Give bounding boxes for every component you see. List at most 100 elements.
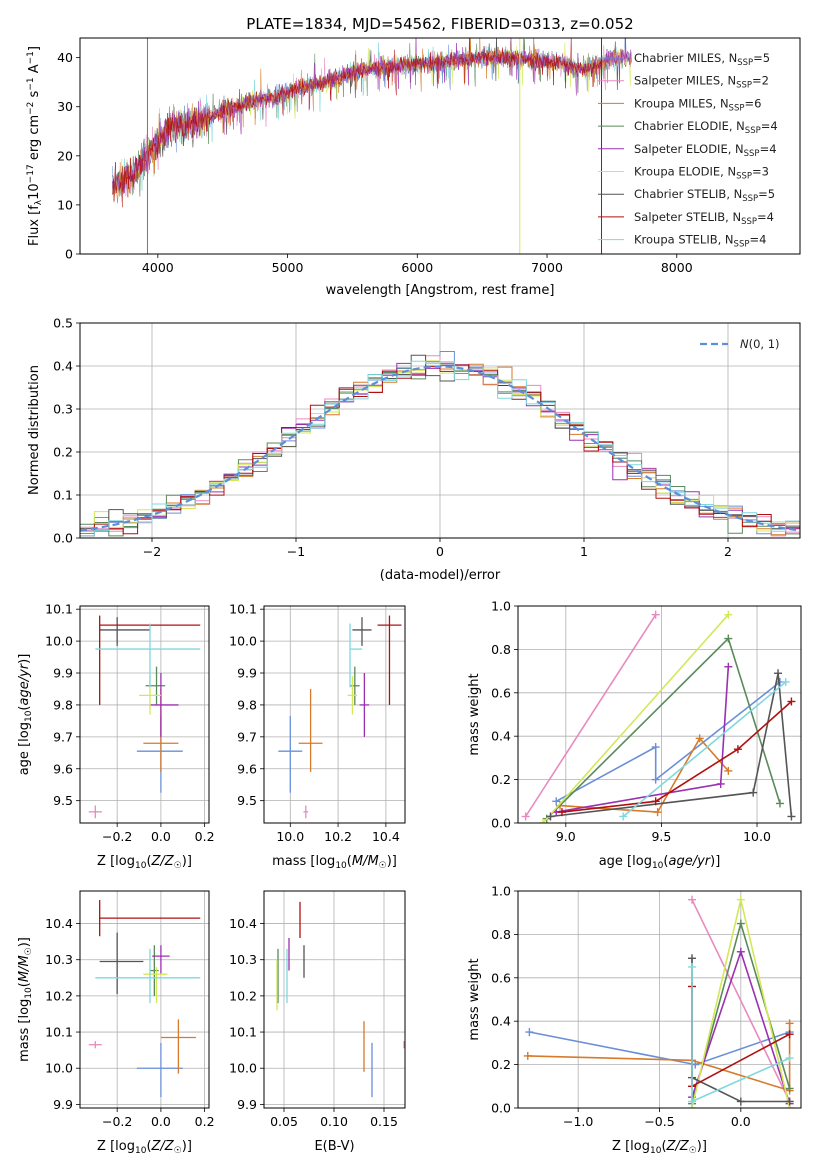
y-tick-label: 20 xyxy=(57,148,73,163)
residual-hist-frame xyxy=(79,322,801,539)
x-tick-label: 10.4 xyxy=(372,829,400,844)
y-tick-label: 9.9 xyxy=(53,1097,73,1112)
x-tick-label: 0.0 xyxy=(151,1114,171,1129)
y-tick-label: 9.9 xyxy=(237,1097,257,1112)
y-tick-label: 10.1 xyxy=(229,1025,257,1040)
y-tick-label: 0.6 xyxy=(491,970,511,985)
errorbar-point xyxy=(303,805,309,819)
y-tick-label: 40 xyxy=(57,50,73,65)
errorbar-point xyxy=(152,945,170,975)
y-tick-label: 9.6 xyxy=(53,761,73,776)
mass-weight-marker xyxy=(785,1054,794,1063)
y-tick-label: 0.3 xyxy=(53,402,73,417)
errorbar-point xyxy=(95,623,201,688)
y-tick-label: 9.9 xyxy=(237,666,257,681)
mass-vs-z-grid xyxy=(80,891,209,1108)
mass-vs-z-axes: −0.2 0.0 0.2 9.9 10.0 10.1 10.2 10.3 10.4 xyxy=(45,891,215,1129)
mass-weight-marker xyxy=(651,743,660,752)
errorbar-point xyxy=(350,666,360,705)
weight-vs-age-frame xyxy=(517,605,802,824)
errorbar-point xyxy=(352,617,372,646)
x-tick-label: 0.2 xyxy=(195,1114,215,1129)
y-tick-label: 0.8 xyxy=(491,927,511,942)
y-tick-label: 0.4 xyxy=(491,1014,511,1029)
x-axis-label: E(B-V) xyxy=(314,1139,354,1154)
y-tick-label: 0.2 xyxy=(53,445,73,460)
y-tick-label: 9.8 xyxy=(237,697,257,712)
mass-vs-z-frame xyxy=(79,890,210,1109)
mass-weight-marker xyxy=(716,779,725,788)
y-tick-label: 0.4 xyxy=(53,359,73,374)
x-tick-label: 10.0 xyxy=(276,829,304,844)
x-tick-label: −2 xyxy=(143,544,161,559)
x-tick-label: 10.2 xyxy=(324,829,352,844)
x-axis-label: Z [log10(Z/Z☉)] xyxy=(97,854,192,871)
x-tick-label: 0.15 xyxy=(370,1114,398,1129)
mass-weight-series-line xyxy=(555,681,781,803)
y-tick-label: 9.8 xyxy=(53,697,73,712)
errorbar-point xyxy=(298,688,323,772)
mass-weight-marker xyxy=(736,919,745,928)
mass-weight-series-line xyxy=(622,681,787,818)
mass-weight-series-line xyxy=(556,666,730,813)
x-tick-label: −0.2 xyxy=(102,1114,132,1129)
y-tick-label: 0.5 xyxy=(53,316,73,331)
mass-weight-marker xyxy=(688,1097,697,1106)
errorbar-point xyxy=(88,1041,102,1049)
y-tick-label: 0 xyxy=(65,247,73,262)
errorbar-point xyxy=(349,623,362,688)
errorbar-point xyxy=(149,945,159,996)
legend-label: Salpeter STELIB, NSSP=4 xyxy=(634,210,774,227)
errorbar-point xyxy=(95,948,201,1004)
legend-label: Kroupa ELODIE, NSSP=3 xyxy=(634,165,769,182)
x-tick-label: 4000 xyxy=(142,260,174,275)
y-axis-label: mass weight xyxy=(467,958,482,1040)
x-tick-label: 9.0 xyxy=(556,829,576,844)
legend-label: Salpeter MILES, NSSP=2 xyxy=(634,74,769,91)
weight-vs-z-axes: −1.0 −0.5 0.0 0.0 0.2 0.4 0.6 0.8 1.0 xyxy=(491,884,801,1129)
y-tick-label: 10.1 xyxy=(45,1025,73,1040)
x-tick-label: 5000 xyxy=(272,260,304,275)
mass-weight-marker xyxy=(525,1028,534,1037)
y-tick-label: 10.2 xyxy=(229,988,257,1003)
legend-label: Chabrier ELODIE, NSSP=4 xyxy=(634,119,778,136)
y-tick-label: 9.7 xyxy=(53,729,73,744)
x-axis-label: age [log10(age/yr)] xyxy=(599,854,721,871)
y-tick-label: 10.4 xyxy=(229,916,257,931)
x-tick-label: 0.10 xyxy=(320,1114,348,1129)
errorbar-point xyxy=(99,900,201,937)
y-tick-label: 9.6 xyxy=(237,761,257,776)
mass-weight-marker xyxy=(724,634,733,643)
y-tick-label: 10.0 xyxy=(229,1061,257,1076)
x-tick-label: 8000 xyxy=(661,260,693,275)
x-tick-label: 0 xyxy=(436,544,444,559)
mass-weight-marker xyxy=(736,1097,745,1106)
y-tick-label: 0.2 xyxy=(491,1057,511,1072)
legend-label: N(0, 1) xyxy=(740,337,780,351)
y-axis-label: Flux [fλ10−17 erg cm−2 s−1 A−1] xyxy=(26,46,44,246)
normal-reference-curve xyxy=(80,365,800,532)
x-axis-label: mass [log10(M/M☉)] xyxy=(272,854,397,871)
mass-weight-marker xyxy=(538,819,547,823)
residual-hist-axes: −2 −1 0 1 2 0.0 0.1 0.2 0.3 0.4 0.5 xyxy=(53,316,800,559)
spectrum-series-line xyxy=(112,38,632,194)
mass-weight-marker xyxy=(619,812,628,821)
y-tick-label: 10 xyxy=(57,197,73,212)
mass-weight-marker xyxy=(736,947,745,956)
mass-weight-marker xyxy=(749,788,758,797)
mass-weight-marker xyxy=(523,1051,532,1060)
mass-weight-marker xyxy=(787,812,796,821)
y-axis-label: mass [log10(M/M☉)] xyxy=(17,937,34,1062)
mass-weight-marker xyxy=(688,954,697,963)
errorbar-point xyxy=(136,1042,183,1098)
y-tick-label: 9.5 xyxy=(237,793,257,808)
y-axis-label: mass weight xyxy=(467,673,482,755)
mass-weight-series-line xyxy=(542,614,729,823)
mass-weight-marker xyxy=(785,1019,794,1028)
mass-weight-marker xyxy=(736,895,745,904)
spectrum-series-line xyxy=(112,38,632,188)
mass-weight-marker xyxy=(552,797,561,806)
x-axis-label: wavelength [Angstrom, rest frame] xyxy=(326,283,555,298)
y-tick-label: 10.2 xyxy=(45,988,73,1003)
weight-vs-z-grid xyxy=(518,890,801,1109)
